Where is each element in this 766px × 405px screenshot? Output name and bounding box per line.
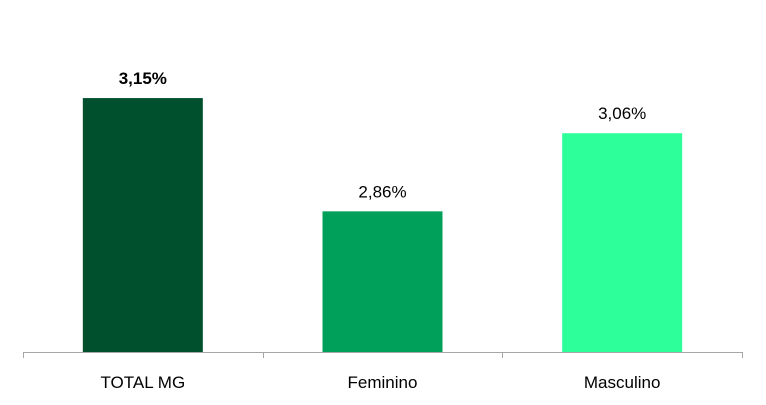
bar-masculino — [562, 133, 683, 352]
category-label: TOTAL MG — [100, 373, 185, 392]
value-label: 3,06% — [598, 104, 646, 123]
bar-total-mg — [82, 98, 203, 352]
value-label: 2,86% — [358, 182, 406, 201]
bar-feminino — [322, 211, 443, 352]
category-label: Masculino — [584, 373, 661, 392]
value-label: 3,15% — [119, 69, 167, 88]
category-label: Feminino — [348, 373, 418, 392]
